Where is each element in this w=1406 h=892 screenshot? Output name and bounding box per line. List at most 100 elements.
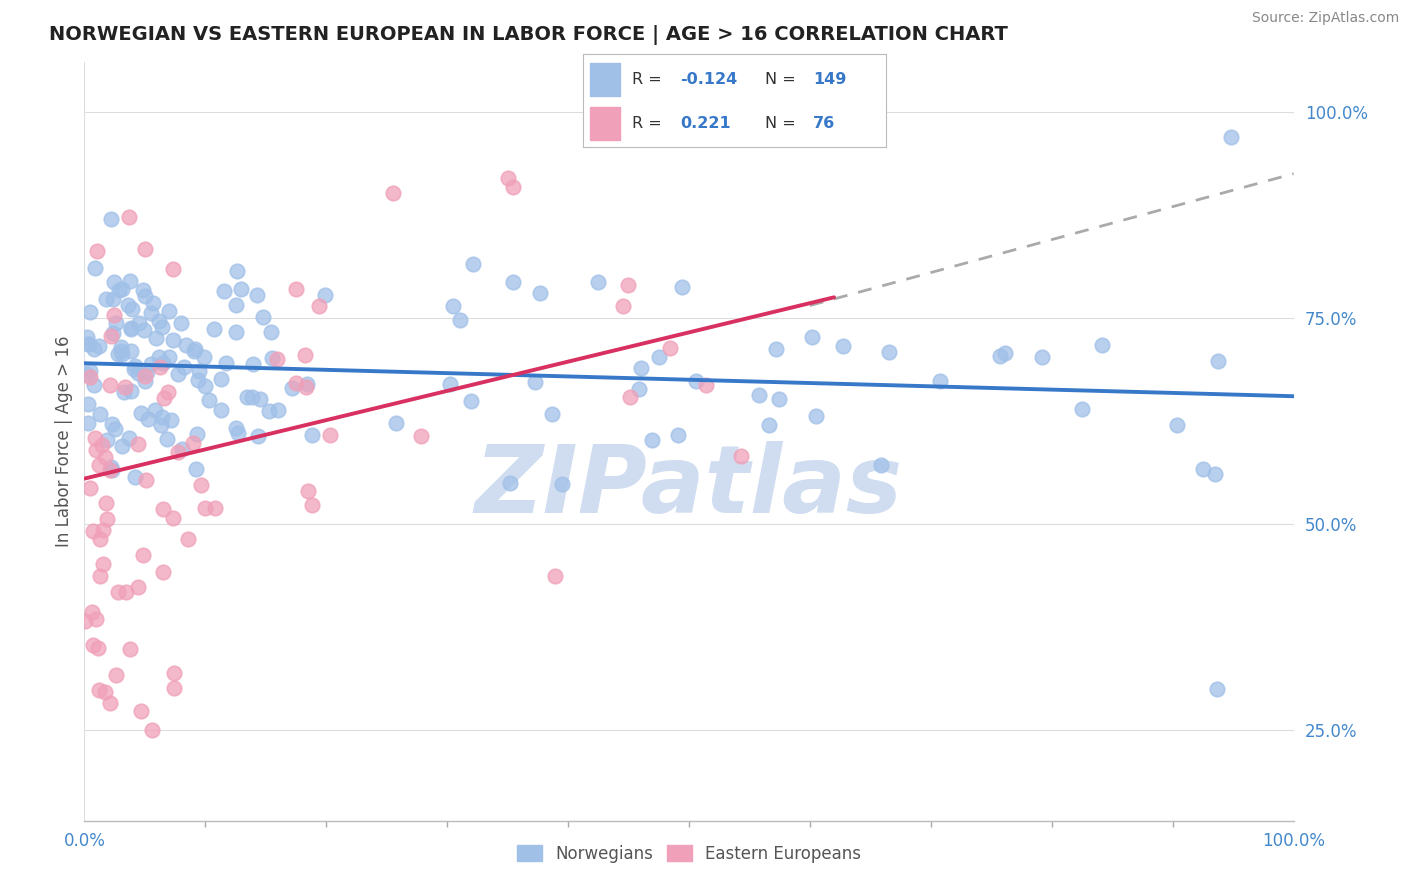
Point — [121, 302, 143, 317]
Point — [249, 392, 271, 407]
Point — [187, 373, 209, 387]
Point — [240, 390, 263, 404]
Point — [76, 336, 98, 351]
Point — [186, 427, 208, 442]
Point — [247, 429, 270, 443]
Point — [89, 458, 111, 473]
Point — [127, 367, 149, 381]
Point — [301, 428, 323, 442]
Point — [98, 463, 121, 477]
Point — [212, 284, 235, 298]
Point — [1166, 418, 1188, 433]
Point — [228, 425, 250, 440]
Point — [295, 380, 318, 394]
Point — [498, 475, 520, 490]
Point — [120, 321, 142, 335]
Point — [101, 326, 124, 341]
Point — [166, 367, 188, 381]
Point — [529, 285, 551, 300]
Point — [162, 262, 184, 277]
Point — [77, 337, 100, 351]
Point — [877, 344, 900, 359]
Point — [94, 496, 117, 510]
Point — [257, 403, 280, 417]
Point — [86, 244, 108, 258]
FancyBboxPatch shape — [589, 63, 620, 95]
Point — [89, 569, 111, 583]
Point — [91, 558, 114, 572]
Point — [174, 338, 197, 352]
Point — [135, 474, 157, 488]
Point — [160, 413, 183, 427]
Point — [149, 360, 172, 375]
Point — [163, 681, 186, 696]
Point — [173, 360, 195, 375]
Point — [141, 723, 163, 738]
Point — [110, 344, 132, 359]
Point — [96, 512, 118, 526]
Point — [544, 569, 567, 583]
Point — [184, 343, 207, 357]
Point — [100, 212, 122, 227]
Point — [215, 355, 238, 369]
Point — [117, 298, 139, 312]
Point — [1191, 461, 1213, 475]
Point — [103, 275, 125, 289]
Point — [297, 484, 319, 499]
Point — [89, 339, 111, 353]
Point — [118, 432, 141, 446]
Point — [112, 385, 135, 400]
Point — [297, 376, 319, 391]
Point — [748, 387, 770, 401]
Point — [107, 584, 129, 599]
Point — [152, 566, 174, 580]
Point — [79, 364, 101, 378]
Point — [79, 482, 101, 496]
Point — [87, 683, 110, 698]
Point — [1204, 467, 1226, 482]
Point — [647, 350, 669, 364]
Point — [209, 372, 232, 386]
Point — [110, 340, 132, 354]
Point — [630, 361, 652, 376]
Point — [266, 352, 288, 367]
Point — [91, 523, 114, 537]
Point — [242, 357, 264, 371]
Point — [152, 501, 174, 516]
Point — [869, 458, 891, 472]
Point — [89, 533, 111, 547]
Point — [120, 344, 142, 359]
Point — [1091, 338, 1114, 352]
Point — [96, 434, 118, 448]
Point — [129, 704, 152, 718]
Point — [136, 366, 159, 380]
Point — [806, 409, 828, 423]
Point — [929, 374, 952, 388]
Point — [94, 685, 117, 699]
Point — [194, 379, 217, 393]
Point — [190, 478, 212, 492]
Point — [167, 445, 190, 459]
Text: NORWEGIAN VS EASTERN EUROPEAN IN LABOR FORCE | AGE > 16 CORRELATION CHART: NORWEGIAN VS EASTERN EUROPEAN IN LABOR F… — [49, 25, 1008, 45]
Point — [150, 409, 173, 424]
Point — [139, 357, 162, 371]
Point — [441, 299, 464, 313]
Point — [79, 369, 101, 384]
Point — [148, 350, 170, 364]
Point — [768, 392, 790, 406]
Point — [246, 288, 269, 302]
Text: -0.124: -0.124 — [681, 71, 738, 87]
Point — [224, 421, 246, 435]
Point — [98, 697, 121, 711]
Point — [150, 319, 173, 334]
Point — [90, 438, 112, 452]
Point — [765, 343, 787, 357]
Point — [76, 329, 98, 343]
Point — [197, 393, 219, 408]
Point — [695, 378, 717, 392]
Point — [1205, 681, 1227, 696]
Point — [142, 296, 165, 310]
Point — [612, 299, 634, 313]
Text: R =: R = — [631, 71, 662, 87]
Point — [110, 281, 132, 295]
